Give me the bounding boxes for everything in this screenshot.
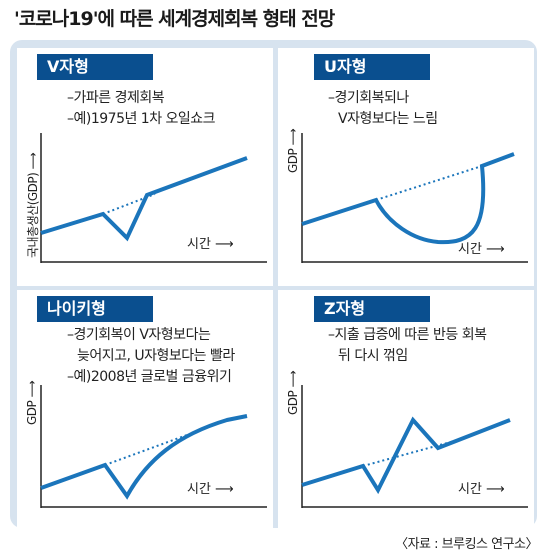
panel-description: –경기회복이 V자형보다는 늦어지고, U자형보다는 빨라 –예)2008년 글… [67, 325, 235, 388]
panel-description: –지출 급증에 따른 반등 회복 뒤 다시 꺾임 [328, 325, 487, 367]
chart-nike-shape [40, 385, 267, 508]
trend-dotted-line [362, 439, 459, 467]
panel-badge: Z자형 [314, 296, 430, 322]
trend-dotted-line [104, 434, 188, 466]
x-axis-label: 시간 ⟶ [458, 242, 505, 257]
panel-badge: 나이키형 [37, 296, 153, 322]
page-title: '코로나19'에 따른 세계경제회복 형태 전망 [14, 8, 335, 30]
x-axis-label: 시간 ⟶ [187, 482, 234, 497]
x-axis-label: 시간 ⟶ [458, 482, 505, 497]
desc-line: –예)1975년 1차 오일쇼크 [67, 111, 216, 127]
panel-z-shape: Z자형 –지출 급증에 따른 반등 회복 뒤 다시 꺾임 GDP ⟶ 시간 ⟶ [278, 290, 534, 528]
desc-line: –지출 급증에 따른 반등 회복 [328, 327, 487, 343]
panel-description: –가파른 경제회복 –예)1975년 1차 오일쇼크 [67, 88, 216, 130]
desc-line: –가파른 경제회복 [67, 90, 165, 106]
panel-nike-shape: 나이키형 –경기회복이 V자형보다는 늦어지고, U자형보다는 빨라 –예)20… [17, 290, 273, 528]
chart-v-shape [40, 133, 267, 263]
panel-badge: V자형 [37, 54, 153, 80]
desc-line: –경기회복이 V자형보다는 [67, 327, 211, 343]
desc-line: V자형보다는 느림 [338, 111, 438, 127]
gdp-curve [40, 414, 248, 500]
chart-u-shape [301, 133, 528, 263]
gdp-curve [40, 156, 248, 242]
panel-v-shape: V자형 –가파른 경제회복 –예)1975년 1차 오일쇼크 국내총생산(GDP… [17, 48, 273, 286]
source-caption: 〈자료 : 브루킹스 연구소〉 [395, 537, 538, 552]
desc-line: 뒤 다시 꺾임 [338, 348, 408, 364]
desc-line: –예)2008년 글로벌 금융위기 [67, 369, 232, 385]
gdp-curve [301, 416, 511, 495]
trend-dotted-line [375, 165, 483, 201]
panel-description: –경기회복되나 V자형보다는 느림 [328, 88, 438, 130]
x-axis-label: 시간 ⟶ [187, 237, 234, 252]
desc-line: –경기회복되나 [328, 90, 409, 106]
panel-u-shape: U자형 –경기회복되나 V자형보다는 느림 GDP ⟶ 시간 ⟶ [278, 48, 534, 286]
desc-line: 늦어지고, U자형보다는 빨라 [77, 348, 235, 364]
chart-z-shape [301, 385, 528, 508]
diagram-frame: V자형 –가파른 경제회복 –예)1975년 1차 오일쇼크 국내총생산(GDP… [10, 40, 537, 528]
gdp-curve [301, 152, 515, 245]
panel-badge: U자형 [314, 54, 430, 80]
